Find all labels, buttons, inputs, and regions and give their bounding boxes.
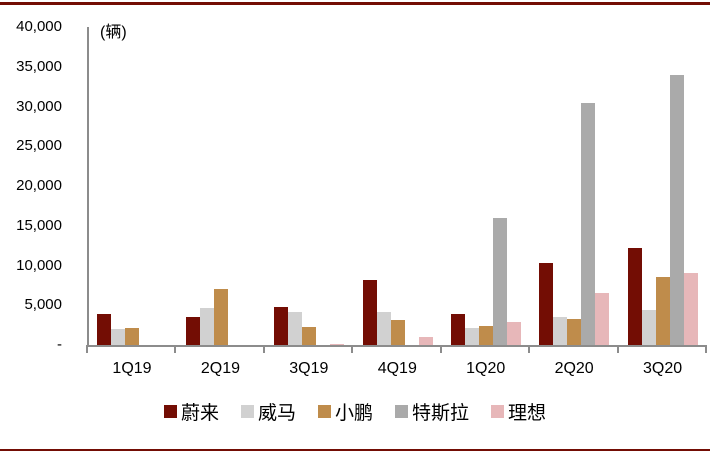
x-axis-tick	[86, 347, 88, 353]
x-axis-line	[86, 345, 707, 347]
x-axis-tick	[174, 347, 177, 353]
legend-item-理想: 理想	[491, 398, 546, 425]
bar-理想-2Q20	[595, 293, 610, 345]
legend-item-小鹏: 小鹏	[317, 398, 373, 425]
y-tick-label: 35,000	[16, 57, 62, 75]
y-tick-label: -	[57, 336, 62, 353]
bar-威马-1Q19	[111, 329, 126, 345]
legend-swatch-icon	[317, 405, 331, 418]
bar-蔚来-3Q20	[627, 248, 642, 345]
x-tick-label-1Q20: 1Q20	[466, 360, 506, 377]
x-axis-tick	[262, 347, 265, 353]
legend: 蔚来 威马 小鹏 特斯拉 理想	[0, 398, 710, 425]
bar-威马-3Q20	[641, 310, 656, 345]
bar-小鹏-1Q19	[125, 328, 140, 345]
y-axis-unit-label: (辆)	[100, 24, 127, 41]
bar-小鹏-4Q19	[390, 320, 405, 345]
bar-理想-4Q19	[418, 337, 433, 345]
legend-item-威马: 威马	[240, 398, 296, 425]
bar-理想-3Q20	[683, 273, 698, 345]
y-tick-label: 25,000	[16, 137, 62, 155]
legend-item-蔚来: 蔚来	[163, 398, 219, 425]
y-tick-label: 10,000	[16, 256, 62, 274]
bar-特斯拉-1Q20	[492, 218, 507, 345]
bar-威马-3Q19	[288, 312, 303, 345]
legend-label: 特斯拉	[412, 402, 470, 424]
legend-label: 威马	[257, 402, 296, 424]
bar-蔚来-1Q20	[450, 314, 465, 345]
legend-swatch-icon	[395, 405, 408, 418]
legend-swatch-icon	[163, 405, 177, 418]
bar-特斯拉-2Q20	[581, 103, 596, 345]
x-axis-tick	[616, 347, 619, 353]
x-axis-tick	[439, 347, 442, 353]
x-tick-label-2Q19: 2Q19	[200, 360, 240, 377]
bar-小鹏-2Q20	[567, 319, 582, 345]
x-axis-tick	[351, 347, 354, 353]
bar-理想-1Q20	[506, 322, 521, 345]
y-tick-label: 15,000	[16, 216, 62, 234]
y-axis-line	[87, 27, 89, 346]
x-tick-label-3Q20: 3Q20	[642, 360, 683, 377]
legend-label: 蔚来	[180, 402, 219, 424]
bar-特斯拉-3Q20	[669, 75, 684, 345]
bar-蔚来-4Q19	[362, 280, 377, 345]
bar-小鹏-3Q20	[655, 277, 670, 345]
bar-蔚来-1Q19	[97, 314, 112, 345]
legend-swatch-icon	[491, 405, 505, 418]
legend-label: 理想	[508, 402, 547, 424]
legend-swatch-icon	[240, 405, 254, 418]
x-tick-label-1Q19: 1Q19	[112, 360, 152, 377]
x-axis-tick	[705, 347, 707, 353]
y-tick-label: 40,000	[16, 18, 62, 35]
bar-蔚来-3Q19	[274, 307, 289, 345]
bar-威马-2Q20	[553, 317, 568, 345]
legend-label: 小鹏	[334, 402, 373, 424]
bar-蔚来-2Q20	[539, 263, 554, 345]
bar-理想-3Q19	[330, 344, 345, 345]
bar-威马-1Q20	[464, 328, 479, 345]
x-tick-label-3Q19: 3Q19	[289, 360, 329, 377]
y-tick-label: 5,000	[24, 296, 62, 314]
bar-威马-2Q19	[199, 308, 214, 345]
bar-小鹏-1Q20	[478, 326, 493, 345]
bar-蔚来-2Q19	[185, 317, 200, 345]
bar-小鹏-3Q19	[302, 327, 317, 345]
x-tick-label-4Q19: 4Q19	[377, 360, 417, 377]
bottom-border-rule	[0, 449, 710, 451]
bar-小鹏-2Q19	[213, 289, 228, 345]
y-tick-label: 30,000	[16, 97, 62, 115]
x-axis-tick	[528, 347, 531, 353]
y-tick-label: 20,000	[16, 177, 62, 194]
top-border-rule	[0, 2, 710, 5]
x-tick-label-2Q20: 2Q20	[554, 360, 594, 377]
bar-威马-4Q19	[376, 312, 391, 345]
legend-item-特斯拉: 特斯拉	[395, 398, 469, 425]
